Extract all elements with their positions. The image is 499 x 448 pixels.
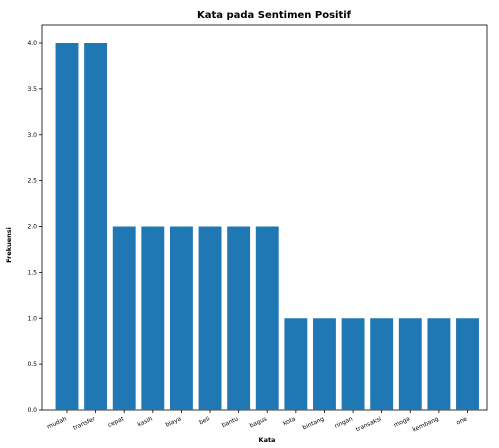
chart-title: Kata pada Sentimen Positif: [197, 10, 352, 21]
x-tick-label-transfer: transfer: [72, 415, 97, 432]
bar-transfer: [84, 43, 108, 410]
x-tick-label-transaksi: transaksi: [355, 415, 383, 433]
y-axis-label: Frekuensi: [5, 227, 13, 263]
x-tick-label-one: one: [455, 415, 468, 426]
x-tick-label-cepat: cepat: [107, 415, 126, 429]
plot-area: 0.0 0.5 1.0 1.5 2.0 2.5 3.0 3.5 4.0 mudah transfer…: [27, 24, 488, 434]
bar-cepat: [112, 226, 136, 410]
x-tick-label-beli: beli: [198, 415, 211, 426]
x-tick-label-kota: kota: [282, 415, 297, 427]
x-tick-label-moga: moga: [393, 415, 412, 429]
bar-bagus: [255, 226, 279, 410]
y-tick-label: 1.5: [27, 269, 37, 276]
bar-bintang: [313, 318, 336, 410]
bar-bantu: [227, 226, 251, 410]
bar-beli: [198, 226, 222, 410]
bar-biaya: [169, 226, 193, 410]
x-tick-label-kembang: kembang: [411, 415, 439, 433]
x-axis-label: Kata: [259, 436, 276, 444]
bar-mudah: [55, 43, 79, 410]
bar-kasih: [141, 226, 165, 410]
bar-kembang: [427, 318, 451, 410]
y-tick-label: 2.5: [27, 178, 37, 185]
x-tick-label-mudah: mudah: [46, 415, 68, 430]
x-tick-label-kasih: kasih: [137, 415, 154, 428]
x-tick-label-bantu: bantu: [221, 415, 240, 429]
x-tick-label-bintang: bintang: [302, 415, 326, 431]
x-tick-label-ringan: ringan: [334, 415, 355, 430]
bar-moga: [398, 318, 422, 410]
y-tick-label: 0.0: [27, 407, 37, 414]
bar-ringan: [341, 318, 365, 410]
y-tick-label: 3.0: [27, 132, 37, 139]
y-tick-label: 4.0: [27, 40, 37, 47]
x-tick-label-bagus: bagus: [249, 415, 268, 429]
y-tick-label: 2.0: [27, 224, 37, 231]
y-tick-label: 0.5: [27, 361, 37, 368]
bar-transaksi: [370, 318, 394, 410]
x-tick-label-biaya: biaya: [164, 415, 182, 428]
y-tick-label: 1.0: [27, 315, 37, 322]
bar-kota: [284, 318, 308, 410]
bar-one: [456, 318, 479, 410]
y-tick-label: 3.5: [27, 86, 37, 93]
